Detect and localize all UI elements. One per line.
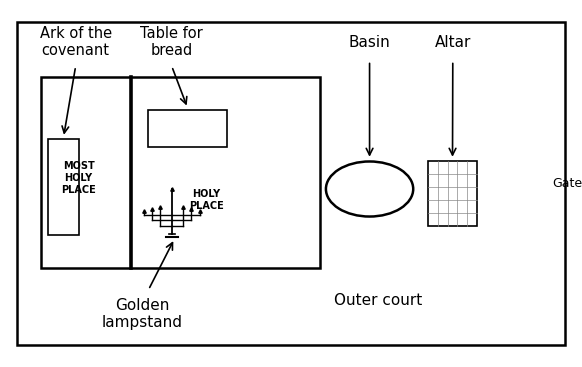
Bar (17, 22, 565, 345)
Bar (148, 110, 227, 147)
Text: Ark of the
covenant: Ark of the covenant (40, 26, 112, 58)
Circle shape (326, 161, 413, 217)
Text: Altar: Altar (435, 35, 471, 50)
Text: HOLY
PLACE: HOLY PLACE (189, 189, 224, 211)
Text: MOST
HOLY
PLACE: MOST HOLY PLACE (61, 161, 96, 195)
Text: Outer court: Outer court (334, 294, 423, 308)
Text: Golden
lampstand: Golden lampstand (102, 298, 183, 330)
Bar (428, 161, 477, 226)
Text: Table for
bread: Table for bread (140, 26, 203, 58)
Bar (48, 139, 79, 235)
Text: Basin: Basin (349, 35, 391, 50)
Bar (41, 77, 320, 268)
Text: Gate: Gate (552, 177, 582, 190)
